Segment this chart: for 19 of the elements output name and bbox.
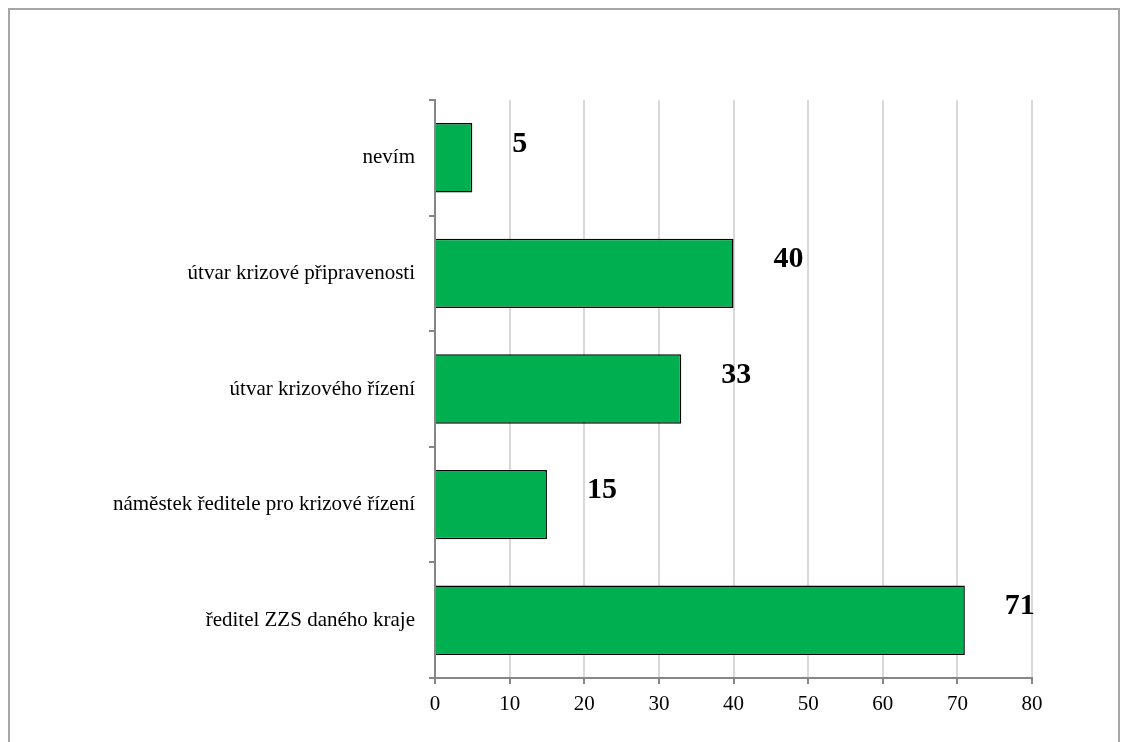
x-tick-label: 20 <box>573 691 595 716</box>
x-tick-label: 60 <box>872 691 894 716</box>
y-tick-label: ředitel ZZS daného kraje <box>205 606 415 631</box>
data-label: 33 <box>721 355 752 389</box>
data-label: 15 <box>586 471 617 505</box>
x-tick-label: 70 <box>946 691 968 716</box>
x-tick-label: 50 <box>797 691 819 716</box>
x-tick-label: 40 <box>723 691 744 716</box>
x-tick-label: 30 <box>648 691 670 716</box>
x-tick-label: 80 <box>1021 691 1043 716</box>
data-label: 40 <box>773 240 804 274</box>
y-tick-label: útvar krizové připravenosti <box>187 259 416 284</box>
y-tick-label: útvar krizového řízení <box>229 375 416 400</box>
y-tick-label: nevím <box>362 144 415 169</box>
y-tick-label: náměstek ředitele pro krizové řízení <box>112 491 416 516</box>
data-label: 5 <box>512 124 528 158</box>
x-tick-label: 0 <box>429 691 441 716</box>
x-tick-label: 10 <box>499 691 521 716</box>
data-label: 71 <box>1004 586 1035 620</box>
